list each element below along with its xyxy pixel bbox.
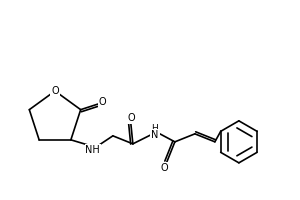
Text: O: O [99, 97, 106, 107]
Text: NH: NH [85, 145, 100, 155]
Text: N: N [151, 130, 159, 140]
Text: O: O [51, 86, 59, 96]
Text: O: O [127, 113, 135, 123]
Text: O: O [160, 163, 168, 173]
Text: H: H [152, 124, 158, 133]
